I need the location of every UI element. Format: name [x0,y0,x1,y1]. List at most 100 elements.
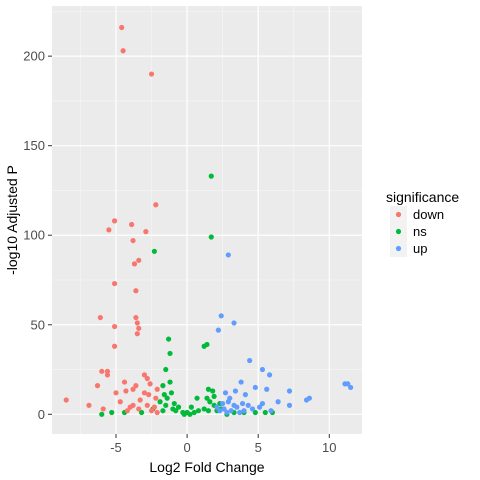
point-down [104,372,111,378]
point-down [134,331,140,337]
point-down [94,383,101,389]
point-up [257,404,263,410]
x-axis-ticks: -5 0 5 10 [110,434,337,455]
point-ns [187,411,193,417]
x-tick-label: 5 [255,440,262,455]
point-down [120,48,126,54]
point-up [217,408,223,414]
point-ns [161,392,167,398]
point-ns [211,393,217,399]
legend-label-ns: ns [413,224,427,239]
point-ns [173,408,179,414]
point-ns [175,404,182,410]
y-tick-label: 200 [23,49,45,64]
point-up [241,408,247,414]
point-down [106,227,112,233]
point-down [154,409,160,416]
point-down [154,386,160,392]
point-up [237,409,243,416]
point-ns [166,336,172,342]
point-ns [207,399,213,405]
point-down [144,375,150,382]
point-down [151,404,157,410]
point-up [245,402,251,408]
y-tick-label: 50 [31,317,45,332]
point-down [86,402,92,408]
point-down [141,372,148,378]
point-down [123,388,129,394]
point-ns [204,395,210,401]
point-ns [167,350,173,357]
point-up [247,357,253,364]
point-down [97,314,103,321]
point-ns [163,402,169,408]
y-tick-label: 150 [23,138,45,153]
x-axis-title: Log2 Fold Change [149,459,264,475]
point-up [224,409,230,416]
y-tick-label: 100 [23,228,45,243]
legend-title: significance [386,189,459,205]
point-up [264,386,270,392]
y-axis-title: -log10 Adjusted P [4,165,20,275]
point-up [266,372,273,378]
point-down [63,397,69,403]
point-ns [188,404,194,410]
point-up [221,406,227,412]
point-ns [157,399,163,405]
point-down [119,24,125,31]
point-ns [194,395,200,401]
point-down [148,408,155,414]
point-ns [160,383,166,389]
x-tick-label: -5 [110,440,122,455]
point-down [153,202,159,208]
point-up [231,320,237,326]
point-up [259,400,266,407]
point-ns [191,409,197,416]
point-down [111,343,118,349]
point-ns [99,411,105,417]
point-ns [163,366,169,373]
point-up [242,392,248,398]
point-up [239,400,246,407]
point-ns [201,406,207,412]
point-up [286,388,293,394]
minor-grid [52,6,362,434]
point-down [111,218,118,224]
y-axis-ticks: 0 50 100 150 200 [23,49,52,422]
point-up [225,252,231,258]
point-up [286,402,293,408]
point-up [218,313,224,319]
point-up [238,379,244,385]
point-down [130,386,136,392]
legend-label-up: up [413,241,427,256]
point-up [220,400,226,407]
point-ns [205,386,212,392]
point-ns [262,409,268,416]
point-ns [164,395,170,401]
point-ns [205,408,212,414]
point-down [127,404,133,410]
legend-label-down: down [413,207,444,222]
point-down [136,325,142,331]
point-down [104,368,111,374]
x-tick-label: 0 [183,440,190,455]
point-down [117,399,123,405]
point-up [214,404,220,410]
legend-swatch-ns [395,228,402,235]
point-down [133,383,139,389]
point-down [111,323,118,330]
point-up [275,399,281,405]
point-down [148,71,155,77]
legend-swatch-down [395,211,402,218]
point-ns [210,388,216,394]
point-up [252,384,258,391]
point-up [348,384,354,391]
point-down [133,288,139,294]
point-down [124,408,130,414]
point-ns [201,343,207,349]
point-up [303,397,310,403]
point-down [131,261,138,267]
point-ns [208,173,214,179]
data-points [63,24,354,417]
